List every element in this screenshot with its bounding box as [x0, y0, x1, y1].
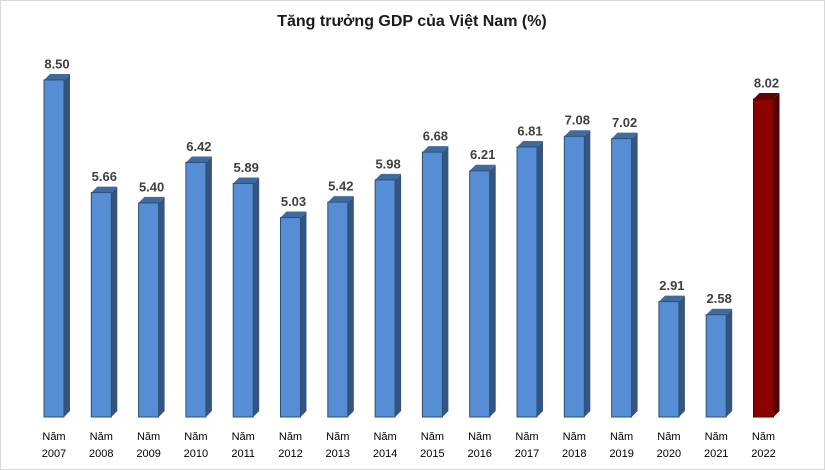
- value-label: 2.58: [707, 291, 732, 306]
- bar: [90, 192, 112, 418]
- value-label: 5.89: [234, 160, 259, 175]
- x-tick-label: Năm 2009: [136, 431, 160, 460]
- x-tick-label: Năm 2018: [562, 431, 586, 460]
- value-label: 6.68: [423, 129, 448, 144]
- bar-top: [753, 93, 780, 100]
- value-label: 8.50: [44, 56, 69, 71]
- value-label: 6.81: [517, 123, 542, 138]
- bar: [563, 135, 585, 418]
- bar-side: [631, 132, 638, 418]
- value-label: 5.40: [139, 179, 164, 194]
- bar: [611, 138, 633, 418]
- x-tick-label: Năm 2020: [657, 431, 681, 460]
- bar: [138, 202, 160, 418]
- bar-top: [611, 132, 638, 139]
- bar-top: [185, 156, 212, 163]
- bar-side: [347, 196, 354, 417]
- bar: [232, 182, 254, 418]
- bar-top: [469, 164, 496, 171]
- bar: [421, 151, 443, 418]
- chart-title: Tăng trưởng GDP của Việt Nam (%): [277, 13, 547, 30]
- x-tick-label: Năm 2010: [184, 431, 208, 460]
- value-label: 5.42: [328, 179, 353, 194]
- bar-side: [300, 211, 307, 417]
- bar-top: [517, 140, 543, 147]
- bar: [658, 301, 680, 418]
- bar-top: [280, 211, 307, 218]
- bar-side: [205, 156, 212, 417]
- value-label: 5.98: [375, 156, 400, 171]
- bar-top: [658, 295, 685, 302]
- x-tick-label: Năm 2008: [89, 431, 113, 460]
- bar-side: [584, 130, 591, 417]
- x-tick-label: Năm 2015: [420, 431, 444, 460]
- x-tick-label: Năm 2016: [467, 431, 491, 460]
- x-tick-label: Năm 2022: [751, 431, 775, 460]
- value-label: 7.08: [565, 113, 590, 128]
- bar: [469, 170, 491, 418]
- value-label: 6.42: [186, 139, 211, 154]
- bar-top: [375, 173, 402, 180]
- bar: [185, 161, 207, 418]
- x-tick-label: Năm 2013: [326, 431, 350, 460]
- bar-top: [422, 146, 449, 153]
- bar-side: [395, 173, 402, 417]
- bar-side: [64, 73, 70, 417]
- bar-side: [111, 186, 118, 417]
- bar: [516, 146, 538, 418]
- bar-side: [773, 93, 780, 417]
- value-label: 5.66: [92, 169, 117, 184]
- bar-top: [564, 130, 591, 137]
- value-label: 6.21: [470, 147, 495, 162]
- bar-side: [253, 177, 260, 417]
- bar: [43, 79, 65, 418]
- bar-side: [726, 308, 733, 417]
- bar-top: [138, 196, 165, 203]
- x-tick-label: Năm 2017: [515, 431, 539, 460]
- bar-side: [489, 164, 496, 417]
- bar: [753, 98, 774, 418]
- x-tick-label: Năm 2007: [42, 431, 66, 460]
- bar: [705, 314, 727, 418]
- x-tick-label: Năm 2021: [704, 431, 728, 460]
- value-label: 2.91: [659, 278, 684, 293]
- bar: [327, 201, 349, 418]
- bar: [374, 179, 396, 418]
- bar-top: [327, 196, 354, 203]
- bar-side: [442, 146, 449, 417]
- value-label: 5.03: [281, 194, 306, 209]
- bar-top: [706, 308, 733, 315]
- bar-top: [233, 177, 260, 184]
- bar-side: [158, 196, 165, 417]
- bar-side: [537, 140, 543, 417]
- x-tick-label: Năm 2019: [609, 431, 633, 460]
- value-label: 8.02: [754, 75, 779, 90]
- x-tick-label: Năm 2011: [231, 431, 255, 460]
- bar-top: [91, 186, 118, 193]
- bar-top: [44, 73, 70, 80]
- bar: [280, 217, 301, 418]
- value-label: 7.02: [612, 115, 637, 130]
- x-tick-label: Năm 2012: [278, 431, 302, 460]
- x-tick-label: Năm 2014: [373, 431, 397, 460]
- bar-side: [678, 295, 685, 417]
